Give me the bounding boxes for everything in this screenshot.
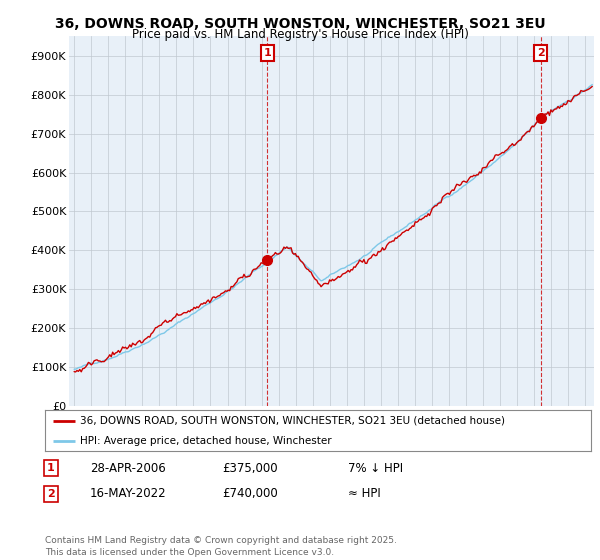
Text: 28-APR-2006: 28-APR-2006 [90,461,166,475]
Text: 2: 2 [47,489,55,499]
Text: £375,000: £375,000 [222,461,278,475]
Text: 2: 2 [537,48,545,58]
Text: ≈ HPI: ≈ HPI [348,487,381,501]
Text: 7% ↓ HPI: 7% ↓ HPI [348,461,403,475]
Text: 36, DOWNS ROAD, SOUTH WONSTON, WINCHESTER, SO21 3EU (detached house): 36, DOWNS ROAD, SOUTH WONSTON, WINCHESTE… [80,416,505,426]
Text: 16-MAY-2022: 16-MAY-2022 [90,487,167,501]
Text: Price paid vs. HM Land Registry's House Price Index (HPI): Price paid vs. HM Land Registry's House … [131,28,469,41]
Text: 1: 1 [263,48,271,58]
Text: 1: 1 [47,463,55,473]
Text: 36, DOWNS ROAD, SOUTH WONSTON, WINCHESTER, SO21 3EU: 36, DOWNS ROAD, SOUTH WONSTON, WINCHESTE… [55,17,545,31]
Text: Contains HM Land Registry data © Crown copyright and database right 2025.
This d: Contains HM Land Registry data © Crown c… [45,536,397,557]
Text: HPI: Average price, detached house, Winchester: HPI: Average price, detached house, Winc… [80,436,332,446]
Text: £740,000: £740,000 [222,487,278,501]
